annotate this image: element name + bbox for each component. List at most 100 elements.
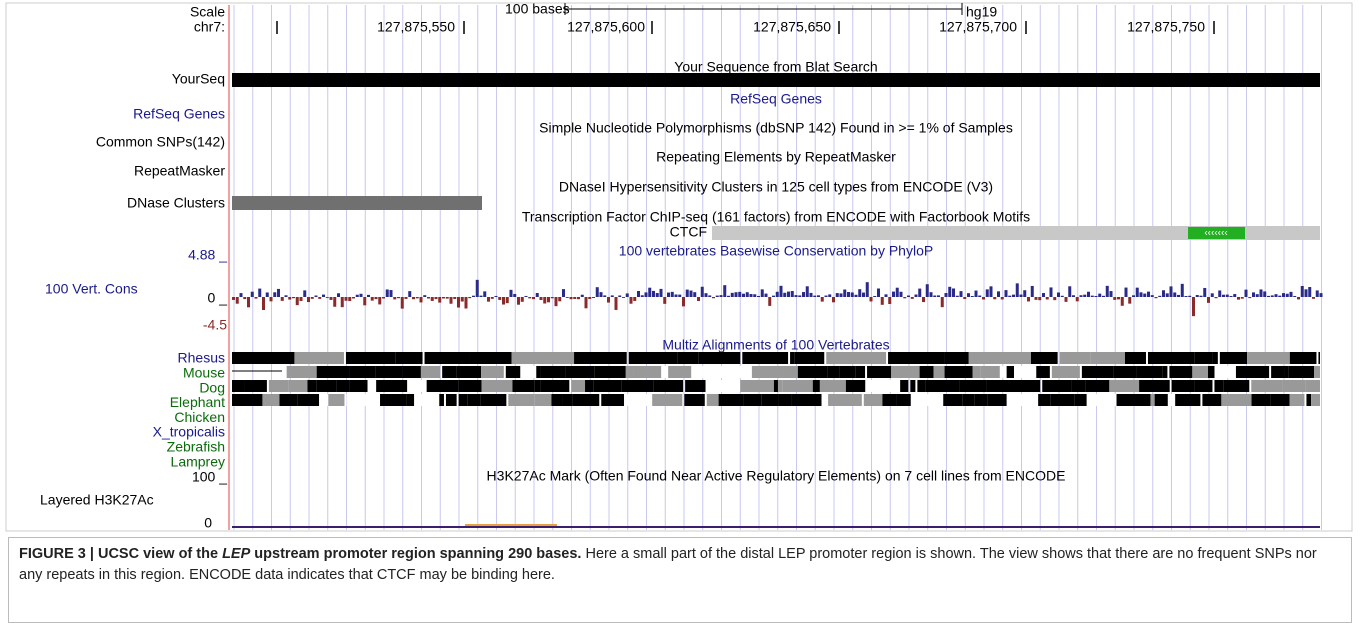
align-block [585, 380, 594, 392]
cons-bar [764, 293, 768, 297]
cons-bar [333, 297, 337, 307]
align-block [1271, 366, 1285, 378]
cons-bar [843, 289, 847, 297]
align-block [562, 394, 573, 406]
cons-bar [1233, 294, 1237, 297]
align-block [867, 366, 892, 378]
align-block [668, 366, 692, 378]
cons-bar [554, 297, 558, 307]
cons-bar [1165, 293, 1169, 297]
cons-bar [1057, 292, 1060, 297]
align-block [402, 366, 421, 378]
cons-bar [438, 297, 442, 303]
align-block [855, 366, 866, 378]
align-block [652, 394, 683, 406]
cons-bar [772, 295, 775, 297]
cons-bar [1030, 285, 1034, 297]
cons-bar [865, 282, 869, 297]
align-block [1162, 366, 1168, 378]
cons-bar [1042, 293, 1045, 297]
cons-bar [535, 292, 539, 297]
cons-bar [952, 288, 955, 297]
cons-bar [644, 292, 648, 297]
cons-bar [1252, 292, 1255, 297]
align-block [715, 380, 741, 392]
align-block [572, 394, 600, 406]
align-block [1202, 394, 1222, 406]
cons-bar [1240, 297, 1244, 299]
cons-bar [1120, 297, 1124, 306]
align-block [1154, 394, 1168, 406]
assembly: hg19 [966, 4, 997, 20]
cons-bar [483, 291, 487, 297]
cons-bar [805, 286, 809, 297]
align-block [628, 352, 678, 364]
align-block [698, 352, 741, 364]
cons-bar [768, 297, 772, 306]
align-block [294, 352, 344, 364]
cons-bar [505, 297, 509, 304]
cons-bar [1263, 291, 1267, 297]
align-block [540, 380, 570, 392]
cons-bar [1072, 295, 1075, 297]
cons-bar [1210, 293, 1214, 297]
cons-bar [1319, 293, 1323, 297]
align-block [839, 366, 856, 378]
cons-bar [303, 290, 307, 297]
cons-bar [607, 297, 610, 303]
cons-bar [783, 292, 787, 297]
motif [1188, 227, 1245, 239]
cons-bar [903, 297, 907, 299]
cons-bar [299, 297, 303, 302]
cons-bar [367, 294, 370, 297]
align-block [1059, 352, 1091, 364]
align-block [783, 366, 798, 378]
cons-bar [385, 289, 389, 297]
align-block [1175, 394, 1201, 406]
align-block [534, 380, 541, 392]
cons-bar [318, 297, 322, 299]
cons-bar [970, 295, 974, 297]
cons-bar [1147, 291, 1150, 297]
align-block [1050, 394, 1075, 406]
align-block [968, 352, 1031, 364]
align-block [1221, 394, 1252, 406]
cons-bar [700, 286, 704, 297]
caption-text: Here a small part of the distal LEP prom… [19, 546, 1317, 583]
align-block [316, 380, 337, 392]
align-block [1214, 380, 1224, 392]
track-title: DNaseI Hypersensitivity Clusters in 125 … [559, 179, 993, 195]
align-block [593, 380, 622, 392]
cons-bar [370, 297, 374, 301]
align-block [279, 394, 298, 406]
cons-bar [355, 294, 359, 297]
cons-bar [558, 297, 562, 302]
align-block [933, 366, 945, 378]
cons-bar [985, 289, 989, 297]
cons-bar [682, 297, 685, 307]
grid [233, 5, 1322, 530]
align-block [297, 394, 309, 406]
cons-bar [1015, 283, 1019, 297]
cons-bar [944, 293, 948, 297]
cons-bar [1128, 297, 1132, 304]
cons-bar [232, 297, 235, 300]
dnase-cluster [232, 196, 482, 210]
align-block [540, 366, 566, 378]
cons-bar [978, 295, 982, 297]
cons-bar [1315, 290, 1319, 297]
cons-bar [250, 291, 254, 297]
align-block [505, 366, 521, 378]
cons-bar [273, 292, 277, 297]
cons-bar [412, 297, 415, 300]
align-block [571, 380, 586, 392]
cons-bar [1012, 294, 1015, 297]
cons-bar [460, 297, 464, 302]
cons-bar [265, 292, 269, 297]
cons-bar [1004, 290, 1008, 297]
cons-bar [517, 297, 520, 305]
cons-bar [1229, 295, 1233, 297]
align-block [1235, 366, 1270, 378]
cons-bar [989, 286, 993, 297]
cons-bar [494, 295, 498, 297]
